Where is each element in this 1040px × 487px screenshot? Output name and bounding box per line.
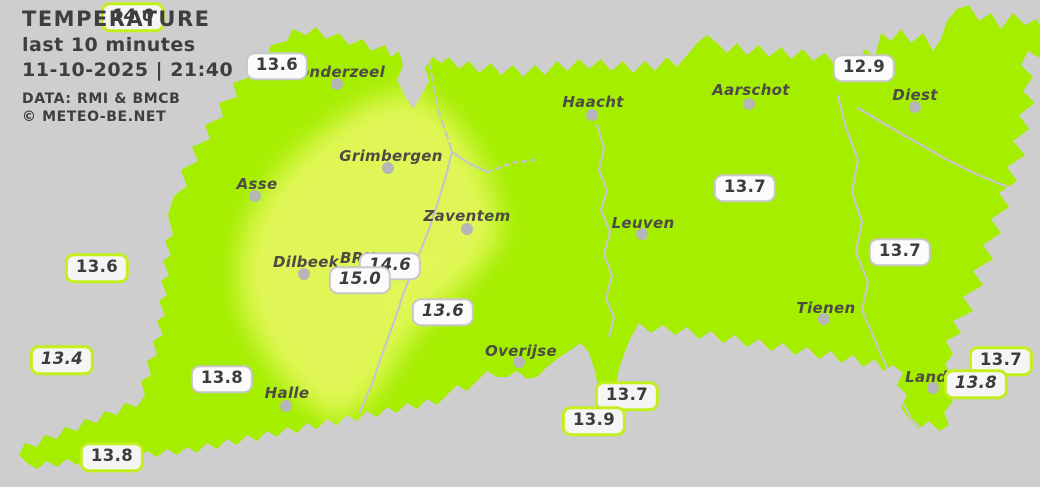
city-label-halle: Halle (264, 384, 310, 402)
station-dot-aarschot (743, 98, 755, 110)
station-dot-asse (249, 190, 261, 202)
station-dot-diest (909, 101, 921, 113)
city-label-leuven: Leuven (611, 214, 675, 232)
temperature-badge: 13.7 (713, 174, 777, 202)
temperature-badge: 13.7 (868, 238, 932, 266)
city-label-londerzeel: Londerzeel (288, 63, 386, 81)
station-dot-grimbergen (382, 162, 394, 174)
temperature-badge: 12.9 (832, 54, 896, 82)
station-dot-overijse (513, 356, 525, 368)
river-line (427, 60, 454, 154)
river-line (486, 158, 536, 174)
city-label-haacht: Haacht (562, 93, 624, 111)
city-label-asse: Asse (236, 175, 278, 193)
station-dot-londerzeel (331, 78, 343, 90)
temperature-badge: 13.6 (245, 52, 309, 80)
city-label-diest: Diest (892, 86, 938, 104)
map-title: TEMPERATURE (22, 7, 211, 31)
temperature-badge: 13.8 (190, 365, 254, 393)
city-label-aarschot: Aarschot (712, 81, 790, 99)
temperature-badge: 14.0 (100, 2, 166, 32)
station-dot-halle (280, 400, 292, 412)
temperature-badge: 15.0 (328, 266, 392, 294)
city-label-dilbeek: Dilbeek (273, 253, 339, 271)
temperature-badge: 13.6 (64, 253, 130, 283)
temperature-badge: 13.6 (411, 298, 475, 326)
title-block: TEMPERATURE last 10 minutes 11-10-2025 |… (22, 6, 233, 126)
station-dot-dilbeek (298, 268, 310, 280)
data-source: DATA: RMI & BMCB (22, 90, 181, 107)
temperature-badge: 13.9 (561, 406, 627, 436)
temperature-badge: 13.7 (968, 346, 1034, 376)
map-subtitle: last 10 minutes (22, 34, 196, 57)
station-dots (249, 78, 939, 412)
temperature-badge: 13.7 (594, 381, 660, 411)
city-label-zaventem: Zaventem (423, 207, 511, 225)
map-datetime: 11-10-2025 | 21:40 (22, 58, 234, 81)
city-label-overijse: Overijse (485, 342, 557, 360)
station-dot-tienen (818, 313, 830, 325)
temperature-badge: 13.8 (943, 369, 1009, 399)
station-dot-zaventem (461, 223, 473, 235)
temperature-badge: 13.8 (79, 442, 145, 472)
river-line (856, 106, 1030, 196)
station-dot-leuven (636, 228, 648, 240)
station-dot-landen (927, 382, 939, 394)
temperature-badge: 13.4 (29, 345, 95, 375)
river-line (595, 123, 616, 338)
city-label-grimbergen: Grimbergen (339, 147, 443, 165)
city-label-tienen: Tienen (796, 299, 856, 317)
station-dot-haacht (586, 109, 598, 121)
river-line (450, 150, 490, 174)
copyright-text: © METEO-BE.NET (22, 108, 167, 125)
